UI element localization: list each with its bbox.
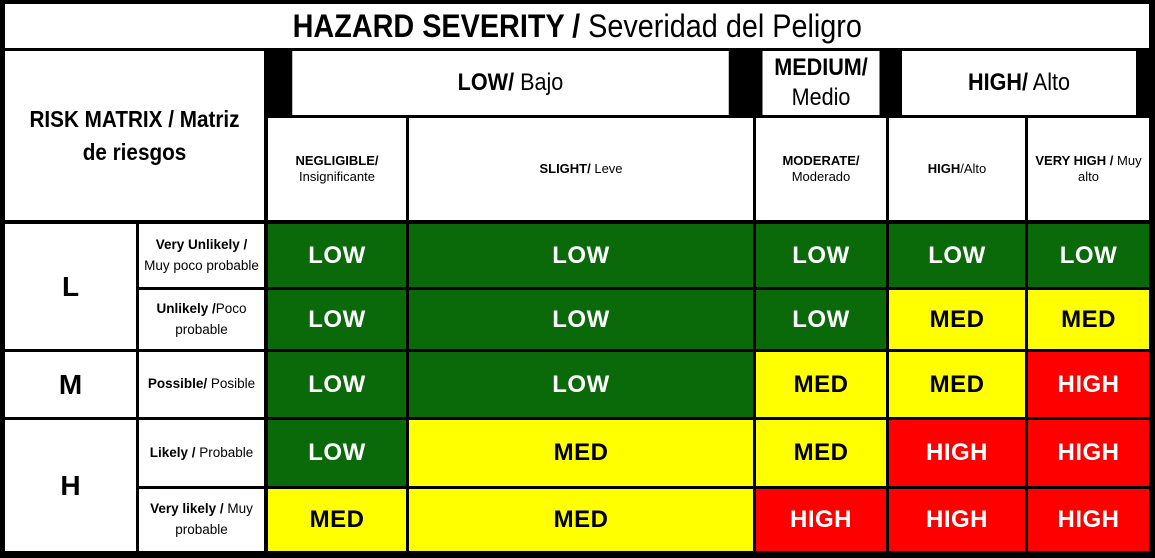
risk-cell: MED [889, 352, 1025, 417]
risk-cell: LOW [268, 224, 406, 287]
risk-cell: LOW [1028, 224, 1149, 287]
severity-level-negligible: NEGLIGIBLE/ Insignificante [268, 118, 406, 220]
severity-level-very-high: VERY HIGH / Muy alto [1028, 118, 1149, 220]
likelihood-level-possible: Possible/ Posible [139, 352, 264, 417]
severity-group-medium: MEDIUM/ Medio [762, 51, 880, 115]
likelihood-level-very-unlikely: Very Unlikely / Muy poco probable [139, 224, 264, 287]
likelihood-group-l: L [5, 224, 136, 349]
risk-cell: LOW [756, 290, 886, 349]
risk-cell: MED [889, 290, 1025, 349]
risk-cell: MED [756, 352, 886, 417]
risk-cell: LOW [889, 224, 1025, 287]
risk-cell: LOW [409, 224, 753, 287]
title-bold: HAZARD SEVERITY / [292, 8, 580, 44]
severity-level-moderate: MODERATE/ Moderado [756, 118, 886, 220]
risk-cell: LOW [756, 224, 886, 287]
likelihood-group-m: M [5, 352, 136, 417]
risk-cell: MED [1028, 290, 1149, 349]
risk-cell: HIGH [1028, 352, 1149, 417]
title-normal: Severidad del Peligro [579, 8, 862, 44]
risk-cell: HIGH [1028, 489, 1149, 551]
risk-cell: MED [268, 489, 406, 551]
risk-cell: HIGH [889, 420, 1025, 486]
likelihood-group-h: H [5, 420, 136, 551]
risk-cell: MED [409, 420, 753, 486]
likelihood-level-likely: Likely / Probable [139, 420, 264, 486]
matrix-label-cell: RISK MATRIX / Matriz de riesgos [5, 51, 264, 220]
severity-group-high: HIGH/ Alto [902, 51, 1136, 115]
risk-cell: MED [756, 420, 886, 486]
risk-cell: HIGH [1028, 420, 1149, 486]
risk-cell: HIGH [889, 489, 1025, 551]
table-title: HAZARD SEVERITY / Severidad del Peligro [5, 4, 1149, 48]
severity-group-low: LOW/ Bajo [292, 51, 729, 115]
risk-cell: LOW [268, 352, 406, 417]
likelihood-level-very-likely: Very likely / Muy probable [139, 489, 264, 551]
severity-level-high: HIGH/Alto [889, 118, 1025, 220]
severity-level-slight: SLIGHT/ Leve [409, 118, 753, 220]
matrix-label: RISK MATRIX / Matriz de riesgos [29, 106, 240, 165]
risk-cell: HIGH [756, 489, 886, 551]
risk-cell: LOW [268, 420, 406, 486]
risk-cell: LOW [409, 352, 753, 417]
likelihood-level-unlikely: Unlikely /Poco probable [139, 290, 264, 349]
risk-cell: LOW [268, 290, 406, 349]
risk-cell: LOW [409, 290, 753, 349]
risk-cell: MED [409, 489, 753, 551]
